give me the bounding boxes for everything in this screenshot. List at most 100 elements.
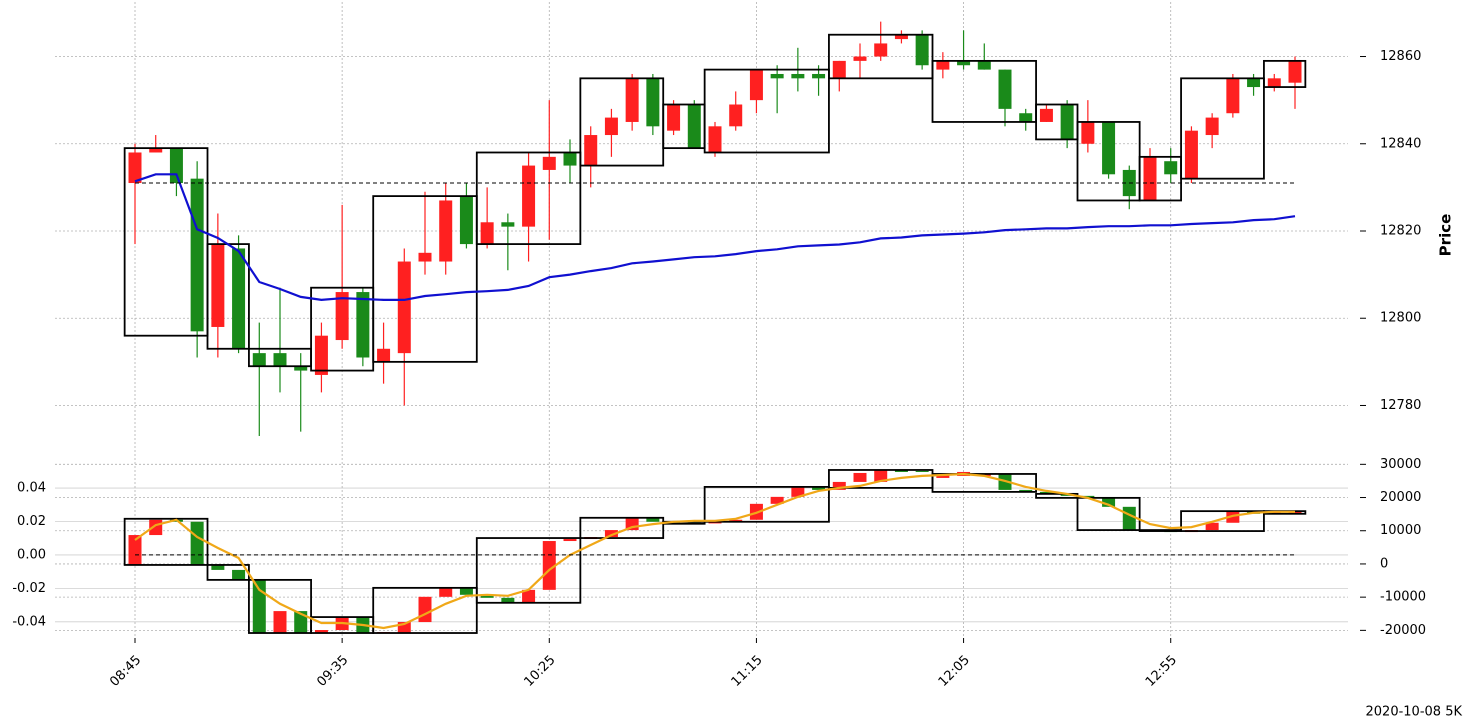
candle-body (1039, 491, 1053, 494)
candle-body (273, 353, 287, 367)
candle-body (625, 78, 639, 122)
candle-body (853, 472, 867, 482)
candle-body (459, 196, 473, 245)
candle-body (1247, 78, 1261, 88)
candle-body (646, 78, 660, 127)
candle-body (604, 530, 618, 538)
candle-body (1205, 117, 1219, 136)
candle-body (1102, 121, 1116, 175)
candle-body (812, 486, 826, 490)
candle-body (915, 34, 929, 66)
candle-body (812, 73, 826, 79)
candle-body (190, 178, 204, 332)
candle-body (459, 587, 473, 595)
candle-body (128, 152, 142, 184)
box (1180, 77, 1265, 180)
candle-body (418, 596, 432, 623)
candle-body (542, 541, 556, 590)
candle-body (522, 589, 536, 603)
candle-body (397, 622, 411, 634)
candle-body (294, 611, 308, 634)
candle-body (646, 517, 660, 522)
candle-body (998, 69, 1012, 109)
candle-body (1164, 161, 1178, 175)
candle-body (791, 486, 805, 497)
candle-body (708, 522, 722, 524)
box (123, 147, 209, 337)
box (1138, 529, 1182, 532)
candle-body (977, 60, 991, 70)
x-tick-label: 09:35 (314, 653, 351, 690)
candle-body (314, 335, 328, 375)
candle-body (894, 34, 908, 40)
y2-tick-label: 0.04 (17, 481, 46, 496)
candle-body (584, 135, 598, 166)
box (1076, 496, 1141, 531)
candle-body (770, 73, 784, 79)
line (134, 472, 1295, 630)
candle-body (791, 73, 805, 79)
candle-body (1019, 113, 1033, 122)
box (248, 578, 312, 634)
candle-body (1122, 506, 1136, 531)
candle-body (832, 60, 846, 79)
candle-body (1081, 121, 1095, 144)
candle-body (1226, 511, 1240, 523)
box (475, 151, 582, 245)
candle-body (832, 481, 846, 490)
candle-body (439, 200, 453, 262)
candle-body (190, 521, 204, 565)
y-tick-label: 12780 (1380, 398, 1421, 413)
candle-body (1060, 104, 1074, 140)
candle-body (894, 469, 908, 472)
box (372, 195, 478, 363)
candle-body (480, 222, 494, 245)
x-tick-label: 12:05 (936, 653, 973, 690)
candle-body (128, 535, 142, 565)
candle-body (356, 292, 370, 358)
box (372, 586, 478, 634)
candle-body (604, 117, 618, 136)
box (703, 486, 830, 523)
candle-body (314, 630, 328, 634)
candle-body (377, 348, 391, 362)
y2-tick-label: 0.02 (17, 514, 46, 529)
candle-body (1102, 497, 1116, 507)
candle-body (1205, 522, 1219, 531)
candle-body (294, 366, 308, 371)
x-tick-label: 11:15 (729, 653, 766, 690)
candle-body (749, 69, 763, 101)
x-tick-label: 12:55 (1143, 653, 1180, 690)
candle-body (915, 470, 929, 472)
candle-body (1143, 156, 1157, 201)
candle-body (439, 587, 453, 597)
candle-body (232, 569, 246, 580)
x-tick-label: 10:25 (521, 653, 558, 690)
candle-body (211, 244, 225, 327)
y-tick-label: 20000 (1380, 490, 1421, 505)
box (931, 59, 1037, 123)
candle-body (169, 148, 183, 184)
y-tick-label: 0 (1380, 556, 1388, 571)
y2-tick-label: -0.02 (12, 581, 46, 596)
footer: 2020-10-08 5K (1366, 705, 1463, 720)
candle-body (1039, 108, 1053, 122)
candle-body (501, 222, 515, 227)
candle-body (687, 104, 701, 149)
candle-body (770, 496, 784, 504)
x-tick-label: 08:45 (107, 653, 144, 690)
candle-body (936, 60, 950, 70)
candle-body (335, 292, 349, 341)
candle-body (874, 469, 888, 482)
y2-tick-label: -0.04 (12, 614, 46, 629)
box (931, 473, 1037, 493)
candle-body (252, 353, 266, 367)
candle-body (708, 126, 722, 153)
box (703, 68, 830, 154)
candle-body (232, 248, 246, 349)
candle-body (1019, 489, 1033, 492)
candle-body (480, 594, 494, 598)
candle-body (542, 156, 556, 170)
